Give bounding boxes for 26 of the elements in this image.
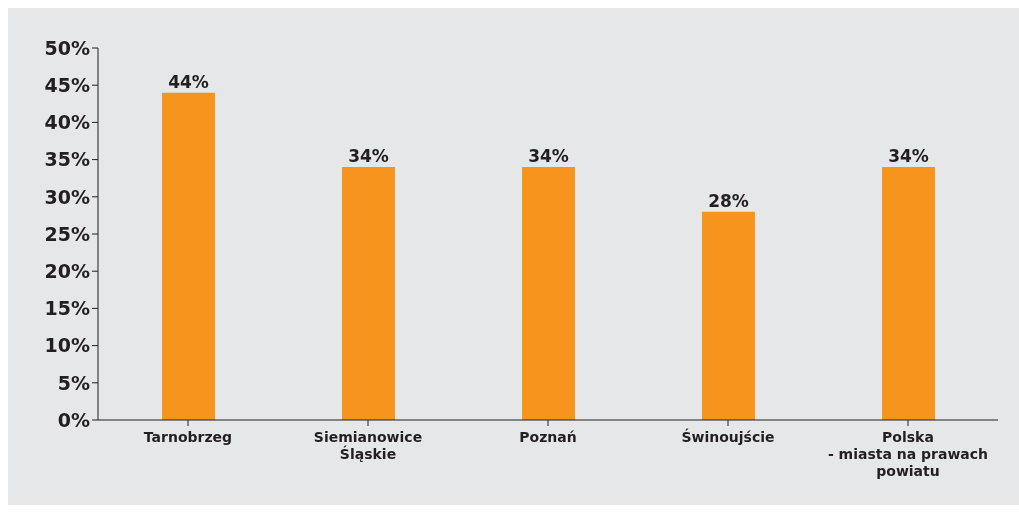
data-label: 34% xyxy=(348,146,389,167)
x-tick-label: Polska - miasta na prawach powiatu xyxy=(827,429,989,479)
y-tick-label: 20% xyxy=(44,259,90,282)
data-label: 28% xyxy=(708,190,749,211)
x-tick-label: Świnoujście xyxy=(681,428,775,445)
bar xyxy=(882,167,935,420)
y-tick-label: 45% xyxy=(44,73,90,96)
y-tick-label: 40% xyxy=(44,111,90,134)
y-tick-label: 35% xyxy=(44,148,90,171)
y-tick-label: 0% xyxy=(57,408,90,431)
data-label: 34% xyxy=(888,146,929,167)
x-tick-label: Siemianowice Śląskie xyxy=(313,429,423,462)
x-tick-label: Poznań xyxy=(519,429,577,445)
y-tick-label: 15% xyxy=(44,297,90,320)
y-tick-label: 5% xyxy=(57,371,90,394)
x-tick-label: Tarnobrzeg xyxy=(143,429,233,445)
bar xyxy=(522,167,575,420)
bar xyxy=(702,211,755,420)
bar xyxy=(162,92,215,420)
data-label: 34% xyxy=(528,146,569,167)
y-tick-label: 30% xyxy=(44,185,90,208)
data-label: 44% xyxy=(168,71,209,92)
bar xyxy=(342,167,395,420)
y-tick-label: 50% xyxy=(44,36,90,59)
y-tick-label: 25% xyxy=(44,222,90,245)
y-tick-label: 10% xyxy=(44,334,90,357)
